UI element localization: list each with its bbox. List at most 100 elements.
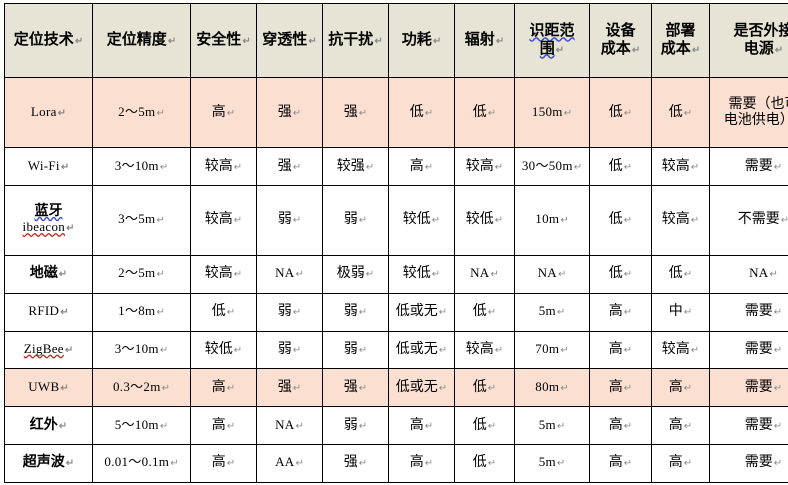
- cell-text: Lora: [30, 103, 57, 119]
- cell-power: 低或无↵: [388, 330, 455, 370]
- paragraph-mark: ↵: [295, 458, 304, 470]
- cell-text: 高: [608, 304, 623, 320]
- cell-text: 3～5m: [118, 211, 156, 227]
- cell-text: 较低: [465, 212, 494, 228]
- cell-line: 需要↵: [745, 342, 782, 358]
- cell-text: Wi-Fi: [27, 157, 60, 173]
- paragraph-mark: ↵: [556, 307, 566, 319]
- cell-line: 2～5m↵: [118, 104, 165, 121]
- cell-deploy_cost: 中↵: [651, 292, 710, 332]
- paragraph-mark: ↵: [487, 420, 497, 432]
- cell-deploy_cost: 高↵: [651, 444, 710, 483]
- cell-security: 较高↵: [190, 147, 257, 186]
- cell-device_cost: 高↵: [589, 330, 652, 370]
- cell-line: 弱↵: [278, 342, 301, 358]
- cell-text: 红外: [29, 417, 58, 433]
- cell-text: NA: [275, 265, 295, 281]
- cell-content: NA↵: [470, 265, 499, 282]
- cell-penetration: 弱↵: [256, 185, 323, 256]
- cell-text: 高: [608, 379, 623, 395]
- paragraph-mark: ↵: [374, 36, 383, 48]
- paragraph-mark: ↵: [233, 215, 243, 227]
- paragraph-mark: ↵: [358, 107, 368, 119]
- cell-text: 0.01～0.1m: [104, 454, 170, 470]
- paragraph-mark: ↵: [773, 458, 783, 470]
- cell-line: 极弱↵: [337, 266, 374, 282]
- paragraph-mark: ↵: [358, 420, 368, 432]
- cell-radiation: 低↵: [454, 444, 515, 483]
- cell-content: 高↵: [410, 418, 433, 434]
- paragraph-mark: ↵: [487, 107, 497, 119]
- cell-content: AA↵: [275, 455, 304, 471]
- paragraph-mark: ↵: [161, 382, 171, 394]
- cell-line: 高↵: [609, 418, 632, 434]
- cell-content: 较高↵: [466, 342, 503, 358]
- cell-content: 高↵: [410, 455, 433, 471]
- cell-text: 低: [608, 212, 623, 228]
- cell-line: 低或无↵: [396, 304, 447, 320]
- paragraph-mark: ↵: [555, 44, 565, 56]
- cell-range: 30～50m↵: [514, 147, 590, 186]
- cell-content: 较强↵: [337, 159, 374, 175]
- cell-text: 低: [472, 379, 487, 395]
- cell-line: 较低↵: [205, 342, 242, 358]
- header-cell-content: 是否外接 电源↵: [733, 23, 788, 58]
- cell-text: 低: [608, 158, 623, 174]
- cell-content: 低↵: [609, 105, 632, 121]
- cell-line: 3～5m↵: [118, 211, 165, 228]
- cell-content: 1～8m↵: [118, 303, 165, 320]
- cell-content: 弱↵: [278, 342, 301, 358]
- cell-text: 低或无: [395, 304, 438, 320]
- cell-content: 低或无↵: [396, 304, 447, 320]
- cell-content: 需要↵: [745, 342, 782, 358]
- paragraph-mark: ↵: [683, 307, 693, 319]
- cell-line: 较高↵: [662, 342, 699, 358]
- cell-text: 弱: [343, 212, 358, 228]
- cell-line: 5m↵: [539, 455, 566, 471]
- paragraph-mark: ↵: [292, 161, 302, 173]
- cell-line: 10m↵: [535, 211, 569, 228]
- table-row: RFID↵ 1～8m↵ 低↵ 弱↵ 弱↵ 低或无↵ 低↵ 5m↵ 高↵ 中↵ 需要↵: [4, 292, 788, 332]
- positioning-technology-comparison-table: 定位技术↵ 定位精度↵ 安全性↵ 穿透性↵ 抗干扰↵ 功耗↵ 辐射↵ 识距范 围↵ 设备 成本↵ 部署…: [4, 2, 788, 483]
- cell-text: 低: [472, 417, 487, 433]
- paragraph-mark: ↵: [358, 382, 368, 394]
- cell-text: 围: [539, 40, 555, 57]
- cell-text: NA: [470, 265, 490, 281]
- paragraph-mark: ↵: [623, 458, 633, 470]
- cell-content: 极弱↵: [337, 266, 374, 282]
- cell-line: 较低↵: [403, 266, 440, 282]
- cell-content: 需要↵: [745, 304, 782, 320]
- cell-device_cost: 低↵: [589, 147, 652, 186]
- cell-line: 中↵: [669, 304, 692, 320]
- tech-name-line: Wi-Fi↵: [27, 157, 69, 175]
- cell-text: 强: [343, 455, 358, 471]
- paragraph-mark: ↵: [558, 269, 567, 281]
- tech-name-cell: RFID↵: [4, 292, 93, 332]
- cell-line: 高↵: [212, 105, 235, 121]
- cell-content: 较高↵: [662, 159, 699, 175]
- paragraph-mark: ↵: [226, 420, 236, 432]
- paragraph-mark: ↵: [494, 161, 504, 173]
- table-header-row: 定位技术↵ 定位精度↵ 安全性↵ 穿透性↵ 抗干扰↵ 功耗↵ 辐射↵ 识距范 围↵ 设备 成本↵ 部署…: [4, 2, 788, 79]
- cell-device_cost: 低↵: [589, 77, 652, 149]
- cell-line: 低↵: [473, 418, 496, 434]
- cell-penetration: 强↵: [256, 368, 323, 408]
- paragraph-mark: ↵: [432, 36, 442, 48]
- tech-name-content: ZigBee↵: [24, 341, 73, 358]
- cell-content: 30～50m↵: [522, 158, 582, 175]
- cell-line: 5m↵: [539, 303, 566, 320]
- paragraph-mark: ↵: [560, 215, 569, 227]
- cell-line: 低↵: [669, 266, 692, 282]
- header-cell-content: 功耗↵: [402, 32, 441, 49]
- cell-text: 部署: [665, 23, 696, 40]
- cell-line: 较高↵: [662, 212, 699, 228]
- cell-text: 较低: [402, 212, 431, 228]
- paragraph-mark: ↵: [226, 307, 236, 319]
- cell-line: 弱↵: [344, 342, 367, 358]
- paragraph-mark: ↵: [623, 269, 633, 281]
- table-row: 超声波↵ 0.01～0.1m↵ 高↵ AA↵ 强↵ 高↵ 低↵ 5m↵ 高↵ 高↵ 需要↵: [4, 444, 788, 483]
- cell-radiation: 较高↵: [454, 330, 515, 370]
- table-row: 蓝牙 ibeacon↵ 3～5m↵ 较高↵ 弱↵ 弱↵ 较低↵ 较低↵ 10m↵ 低↵ 较高↵ 不需要…: [4, 185, 788, 256]
- cell-line: 弱↵: [344, 212, 367, 228]
- cell-line: 低↵: [473, 455, 496, 471]
